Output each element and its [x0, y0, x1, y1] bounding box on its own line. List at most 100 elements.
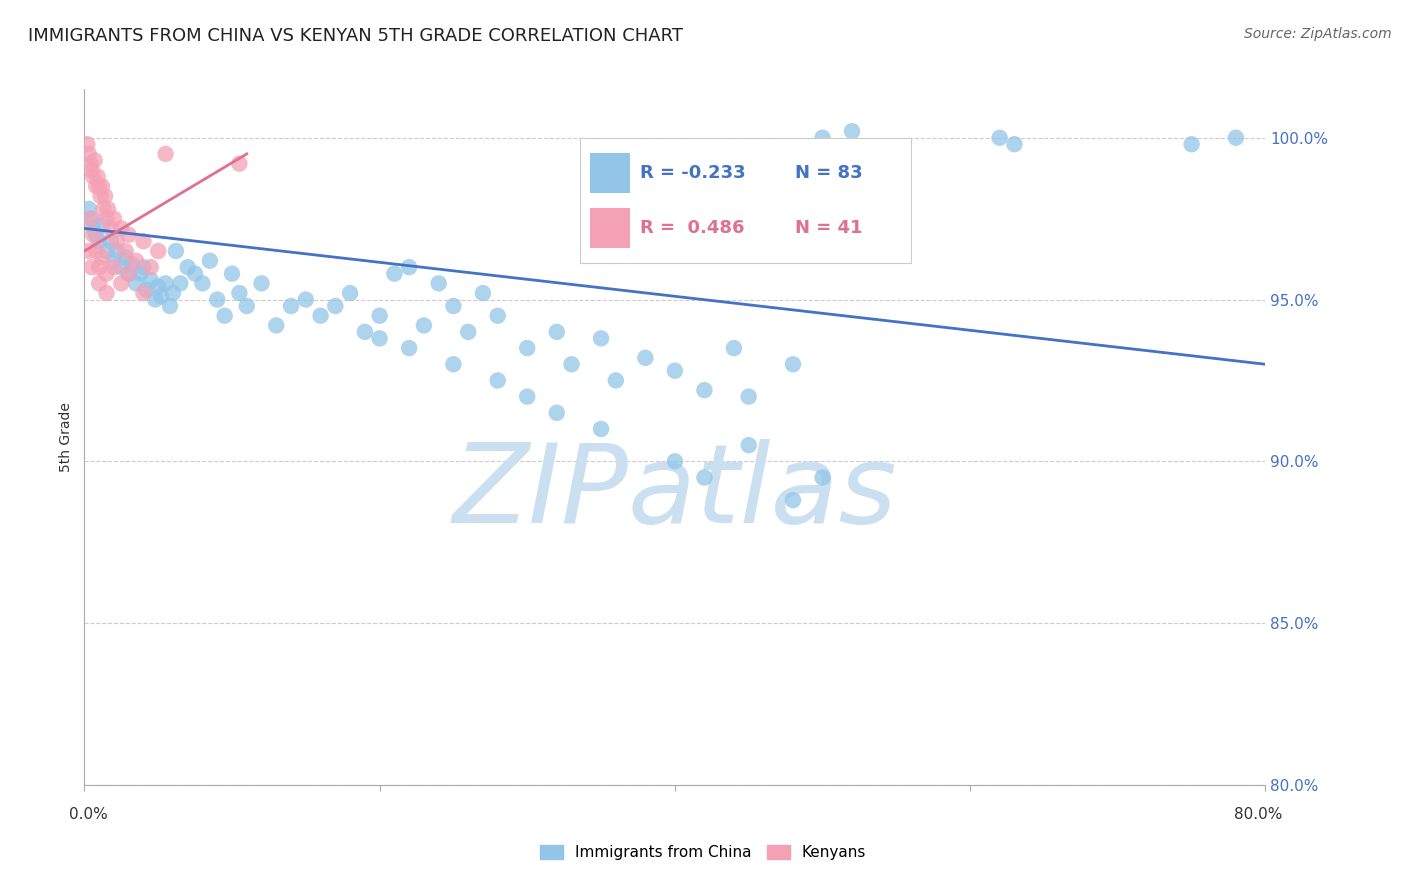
Point	[87, 260, 111, 275]
Point	[77, 244, 100, 258]
Point	[135, 283, 157, 297]
Point	[169, 277, 191, 291]
Point	[988, 130, 1011, 145]
Text: R = -0.233: R = -0.233	[640, 164, 745, 182]
Point	[150, 289, 173, 303]
Point	[84, 227, 107, 242]
Point	[77, 147, 100, 161]
Point	[87, 179, 111, 194]
Point	[205, 293, 228, 307]
Point	[323, 299, 347, 313]
Point	[516, 341, 538, 355]
Point	[80, 260, 103, 275]
Point	[125, 253, 148, 268]
Point	[79, 156, 101, 170]
Point	[368, 331, 391, 345]
Point	[79, 211, 101, 226]
Point	[591, 422, 613, 436]
Point	[516, 390, 538, 404]
Point	[339, 286, 361, 301]
Point	[84, 244, 107, 258]
Y-axis label: 5th Grade: 5th Grade	[59, 402, 73, 472]
Point	[214, 309, 236, 323]
Text: 80.0%: 80.0%	[1234, 807, 1282, 822]
Point	[165, 244, 187, 258]
Point	[811, 470, 834, 484]
Point	[546, 406, 568, 420]
Point	[139, 273, 162, 287]
Point	[105, 235, 128, 249]
Point	[110, 221, 132, 235]
Point	[96, 244, 118, 258]
Point	[118, 267, 141, 281]
Point	[114, 244, 136, 258]
Text: N = 83: N = 83	[796, 164, 863, 182]
Point	[148, 279, 170, 293]
Point	[90, 189, 112, 203]
Point	[264, 318, 288, 333]
Point	[235, 299, 259, 313]
Point	[86, 169, 108, 184]
Point	[354, 325, 377, 339]
Point	[76, 137, 98, 152]
Point	[155, 277, 177, 291]
Point	[1180, 137, 1202, 152]
Text: R =  0.486: R = 0.486	[640, 219, 744, 237]
Point	[591, 331, 613, 345]
Point	[83, 153, 105, 168]
Point	[91, 218, 114, 232]
Legend: Immigrants from China, Kenyans: Immigrants from China, Kenyans	[534, 839, 872, 866]
Point	[782, 357, 804, 371]
Point	[486, 374, 509, 388]
Point	[132, 286, 155, 301]
Point	[782, 493, 804, 508]
Point	[693, 470, 716, 484]
Point	[634, 351, 657, 365]
Point	[80, 163, 103, 178]
Point	[97, 202, 120, 216]
Point	[177, 260, 200, 275]
Point	[738, 390, 761, 404]
Point	[457, 325, 479, 339]
Point	[546, 325, 568, 339]
Point	[82, 169, 104, 184]
Point	[84, 179, 107, 194]
Point	[148, 244, 170, 258]
Point	[228, 286, 250, 301]
Point	[472, 286, 495, 301]
Point	[114, 251, 136, 265]
Point	[738, 438, 761, 452]
Point	[91, 251, 114, 265]
Point	[605, 374, 627, 388]
Point	[94, 189, 117, 203]
Point	[664, 364, 686, 378]
Point	[82, 221, 104, 235]
Point	[159, 299, 181, 313]
Point	[693, 383, 716, 397]
Point	[96, 267, 118, 281]
Point	[664, 454, 686, 468]
Point	[80, 211, 103, 226]
Point	[155, 147, 177, 161]
Point	[82, 227, 104, 242]
Point	[118, 267, 141, 281]
Point	[841, 124, 863, 138]
Point	[228, 156, 250, 170]
Point	[184, 267, 207, 281]
Point	[560, 357, 583, 371]
Point	[110, 260, 132, 275]
Point	[87, 235, 111, 249]
Point	[129, 267, 152, 281]
Point	[398, 341, 420, 355]
Bar	[591, 208, 630, 248]
Point	[96, 211, 118, 226]
Point	[93, 202, 115, 216]
Point	[105, 244, 128, 258]
Point	[125, 277, 148, 291]
Point	[221, 267, 243, 281]
Point	[100, 235, 122, 249]
Point	[1225, 130, 1247, 145]
Point	[280, 299, 302, 313]
Text: 0.0%: 0.0%	[69, 807, 108, 822]
Point	[811, 130, 834, 145]
